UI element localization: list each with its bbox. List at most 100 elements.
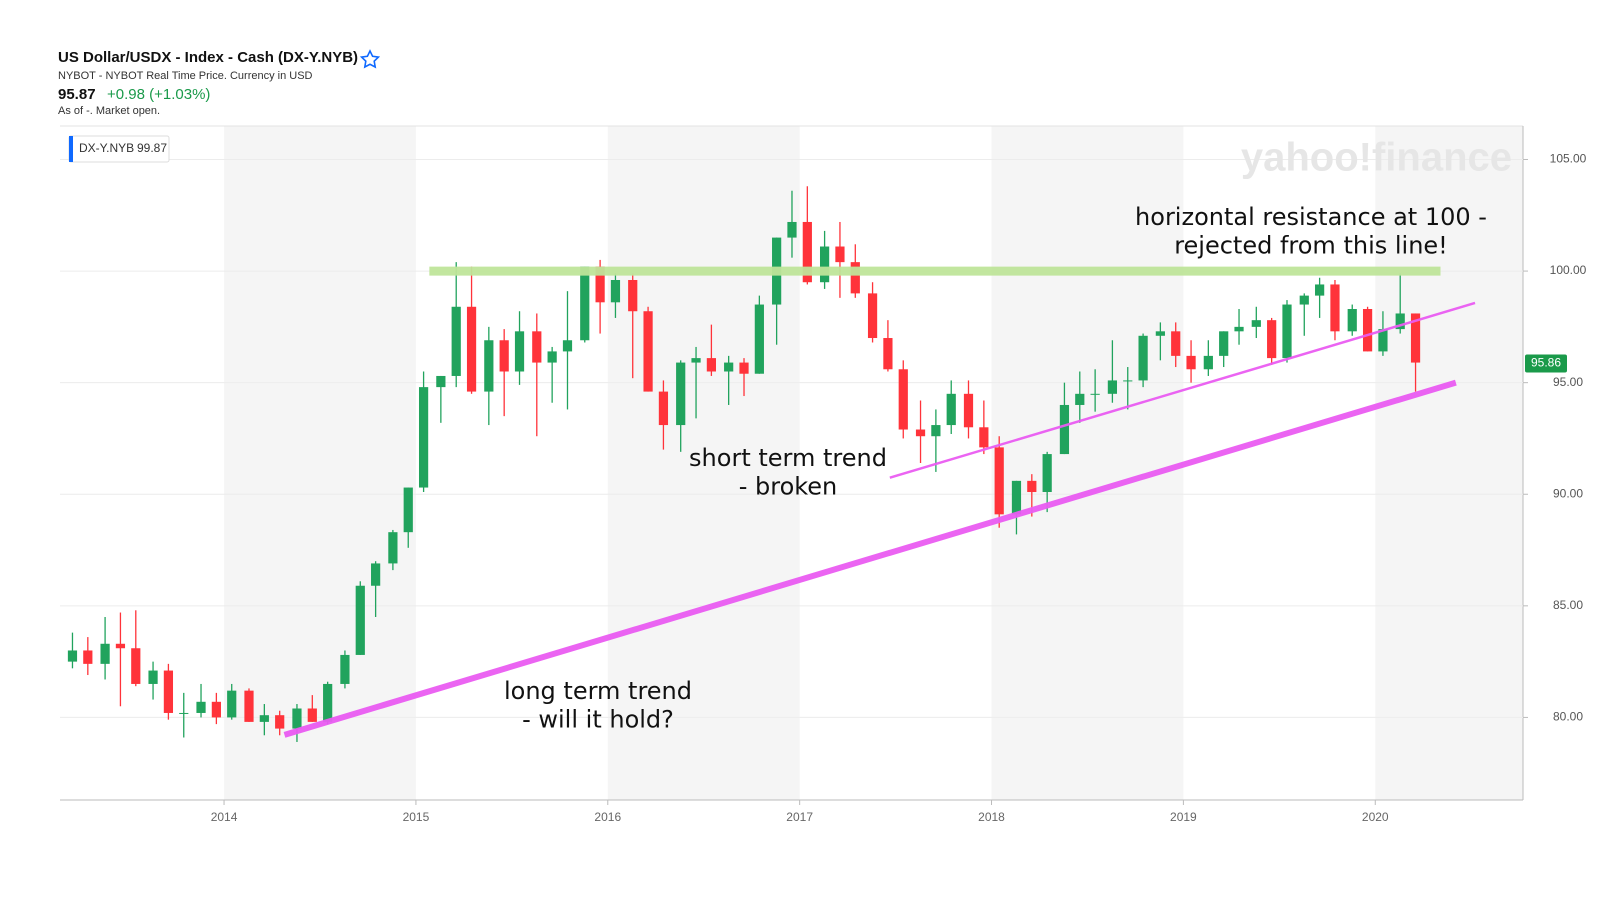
candle-body xyxy=(418,387,429,488)
candle-body xyxy=(898,369,908,430)
drawn-line xyxy=(283,379,1457,738)
candle-body xyxy=(1362,309,1373,352)
candle-body xyxy=(532,331,542,363)
candle-body xyxy=(131,648,141,684)
candle-body xyxy=(1107,380,1118,394)
candle-body xyxy=(1155,331,1165,336)
candle-body xyxy=(676,362,686,426)
candle-body xyxy=(148,670,158,684)
candle-body xyxy=(1315,284,1325,296)
candle-body xyxy=(1267,320,1277,359)
annotation: rejected from this line! xyxy=(1174,232,1448,260)
legend-marker xyxy=(69,136,73,162)
candle-body xyxy=(227,690,237,718)
candle-body xyxy=(979,427,989,448)
candle-body xyxy=(1138,335,1148,381)
candle-body xyxy=(371,563,381,586)
candle-body xyxy=(724,362,734,372)
candle-body xyxy=(275,715,285,729)
candle-body xyxy=(754,304,764,374)
candle-body xyxy=(179,712,189,714)
candle-body xyxy=(323,683,333,722)
watchlist-star[interactable] xyxy=(359,49,381,69)
price: 95.87 xyxy=(58,86,96,103)
y-tick-label: 95.00 xyxy=(1553,375,1583,389)
candle-body xyxy=(1330,284,1340,332)
annotation: horizontal resistance at 100 - xyxy=(1135,203,1487,231)
last-price-badge xyxy=(1525,354,1567,373)
candle-body xyxy=(1378,329,1388,352)
candle-body xyxy=(1011,480,1022,515)
y-tick-label: 90.00 xyxy=(1553,486,1583,500)
status: As of -. Market open. xyxy=(58,105,160,117)
candle-body xyxy=(850,262,860,294)
candle-body xyxy=(994,447,1004,515)
y-tick-label: 100.00 xyxy=(1550,263,1587,277)
candle-body xyxy=(83,650,93,664)
candle-body xyxy=(355,585,365,655)
y-tick-label: 85.00 xyxy=(1553,598,1583,612)
candle-body xyxy=(1090,393,1100,395)
candle-body xyxy=(819,246,830,283)
watermark: yahoo!finance xyxy=(1241,136,1512,180)
candle-body xyxy=(1059,404,1070,455)
candle-body xyxy=(307,708,317,722)
candle-body xyxy=(1042,454,1052,493)
candle-body xyxy=(691,358,701,363)
candle-body xyxy=(1410,313,1421,363)
annotation: - broken xyxy=(739,473,838,501)
year-band xyxy=(1375,126,1523,800)
candle-body xyxy=(1395,313,1405,330)
candle-body xyxy=(1251,320,1261,327)
candle-body xyxy=(1282,304,1292,359)
candle-body xyxy=(67,650,78,662)
candle-body xyxy=(628,279,638,312)
candle-body xyxy=(451,306,461,376)
candle-body xyxy=(292,708,302,729)
candle-body xyxy=(484,340,494,392)
candle-body xyxy=(1234,326,1244,332)
candle-body xyxy=(802,221,812,283)
candle-body xyxy=(963,393,974,428)
x-tick-label: 2017 xyxy=(786,810,813,824)
y-tick-label: 105.00 xyxy=(1550,152,1587,166)
annotation: short term trend xyxy=(689,444,887,472)
candle-body xyxy=(466,306,477,392)
candle-body xyxy=(946,393,956,426)
candle-body xyxy=(388,532,398,564)
year-band xyxy=(991,126,1184,800)
x-tick-label: 2020 xyxy=(1362,810,1389,824)
x-tick-label: 2019 xyxy=(1170,810,1197,824)
year-band xyxy=(607,126,800,800)
price-change: +0.98 (+1.03%) xyxy=(107,86,210,103)
candle-body xyxy=(115,643,126,649)
subtitle: NYBOT - NYBOT Real Time Price. Currency … xyxy=(58,70,313,82)
candle-body xyxy=(1203,355,1213,370)
candle-body xyxy=(1075,393,1085,405)
candle-body xyxy=(1299,295,1309,305)
candle-body xyxy=(610,279,621,303)
legend-symbol: DX-Y.NYB xyxy=(79,141,134,155)
candle-body xyxy=(547,351,557,363)
candle-body xyxy=(196,701,206,713)
candle-body xyxy=(706,358,716,372)
candle-body xyxy=(931,425,941,437)
x-tick-label: 2018 xyxy=(978,810,1005,824)
candle-body xyxy=(562,340,573,352)
candle-body xyxy=(1186,355,1196,370)
annotation: - will it hold? xyxy=(522,706,674,734)
last-price-label: 95.86 xyxy=(1531,356,1561,370)
candle-body xyxy=(867,293,878,339)
candle-body xyxy=(835,246,845,263)
legend-value: 99.87 xyxy=(137,141,167,155)
candle-body xyxy=(514,331,525,372)
x-tick-label: 2014 xyxy=(211,810,238,824)
candle-body xyxy=(100,643,110,664)
candle-body xyxy=(658,391,669,426)
candle-body xyxy=(883,338,893,370)
candle-body xyxy=(340,654,350,684)
candle-body xyxy=(643,311,653,392)
x-tick-label: 2015 xyxy=(403,810,430,824)
